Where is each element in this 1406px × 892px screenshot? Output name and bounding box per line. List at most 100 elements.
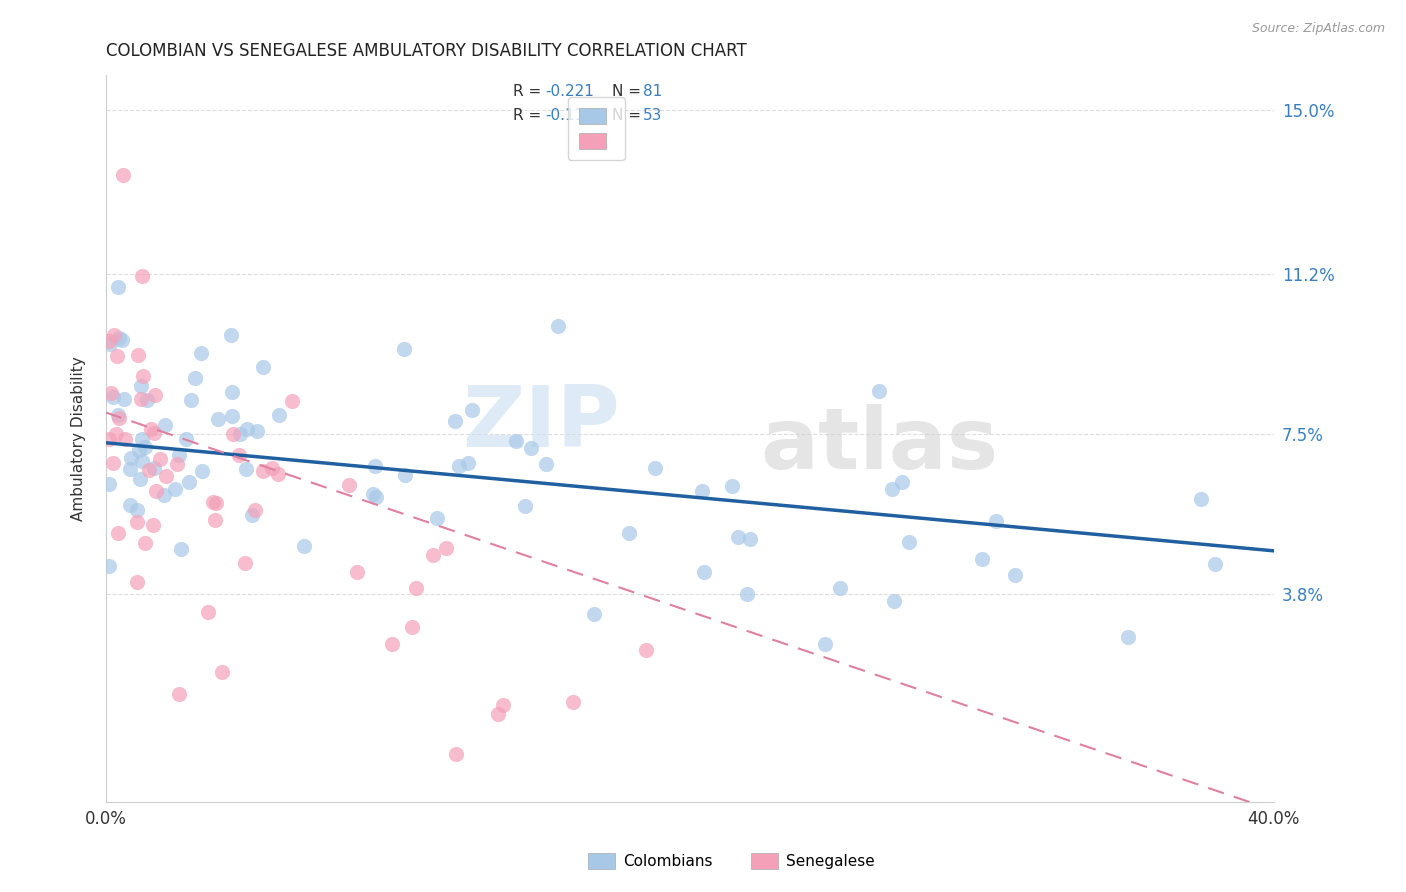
Point xyxy=(582,607,605,622)
Point xyxy=(105,349,128,363)
Point xyxy=(267,467,290,482)
Text: Source: ZipAtlas.com: Source: ZipAtlas.com xyxy=(1251,22,1385,36)
Point xyxy=(143,388,166,402)
Point xyxy=(112,392,135,406)
Point xyxy=(207,412,229,426)
Point xyxy=(190,345,212,359)
Point xyxy=(246,424,269,438)
Point xyxy=(721,479,744,493)
Point xyxy=(166,457,188,471)
Point xyxy=(131,432,153,446)
Point xyxy=(112,168,135,182)
Point xyxy=(107,408,129,422)
Point xyxy=(738,532,761,546)
Point xyxy=(727,530,749,544)
Point xyxy=(634,643,657,657)
Point xyxy=(422,548,444,562)
Point xyxy=(191,465,214,479)
Point xyxy=(444,414,467,428)
Point xyxy=(107,411,129,425)
Point xyxy=(155,418,177,433)
Point xyxy=(167,686,190,700)
Point xyxy=(434,541,457,556)
Point xyxy=(617,526,640,541)
Point xyxy=(107,280,129,294)
Point xyxy=(221,385,243,400)
Point xyxy=(1004,568,1026,582)
Point xyxy=(361,487,384,501)
Point xyxy=(98,559,121,574)
Point xyxy=(101,457,124,471)
Point xyxy=(830,581,852,595)
Y-axis label: Ambulatory Disability: Ambulatory Disability xyxy=(72,356,86,521)
Text: -0.221: -0.221 xyxy=(546,85,595,99)
Point xyxy=(644,461,666,475)
Point xyxy=(228,449,250,463)
Point xyxy=(869,384,891,398)
Point xyxy=(184,371,207,385)
Point xyxy=(138,463,160,477)
Point xyxy=(107,525,129,540)
Point xyxy=(222,427,245,442)
Point xyxy=(337,478,360,492)
Point xyxy=(814,637,837,651)
Point xyxy=(145,483,167,498)
Point xyxy=(1189,491,1212,506)
Point xyxy=(486,707,509,722)
Point xyxy=(180,392,202,407)
Point xyxy=(252,464,274,478)
Text: -0.116: -0.116 xyxy=(546,109,595,123)
Point xyxy=(114,432,136,446)
Point xyxy=(444,747,467,761)
Point xyxy=(197,605,219,619)
Point xyxy=(240,508,263,522)
Point xyxy=(235,462,257,476)
Point xyxy=(447,459,470,474)
Point xyxy=(176,432,198,446)
Point xyxy=(97,476,120,491)
Point xyxy=(127,575,149,590)
Point xyxy=(127,502,149,516)
Point xyxy=(129,392,152,406)
Point xyxy=(142,425,165,440)
Point xyxy=(492,698,515,712)
Point xyxy=(120,461,142,475)
Point xyxy=(970,551,993,566)
Legend: Colombians, Senegalese: Colombians, Senegalese xyxy=(582,847,880,875)
Point xyxy=(346,566,368,580)
Point xyxy=(139,422,162,436)
Point xyxy=(111,333,134,347)
Point xyxy=(204,513,226,527)
Point xyxy=(155,468,177,483)
Point xyxy=(292,539,315,553)
Point xyxy=(364,458,387,473)
Point xyxy=(366,490,388,504)
Point xyxy=(547,318,569,333)
Point xyxy=(128,442,150,457)
Point xyxy=(221,409,243,424)
Point xyxy=(131,269,153,284)
Point xyxy=(426,511,449,525)
Point xyxy=(561,695,583,709)
Point xyxy=(252,360,274,375)
Text: R =: R = xyxy=(513,85,547,99)
Point xyxy=(108,331,131,345)
Point xyxy=(536,457,558,471)
Point xyxy=(891,475,914,489)
Point xyxy=(219,328,242,343)
Text: R =: R = xyxy=(513,109,547,123)
Point xyxy=(281,394,304,409)
Point xyxy=(882,482,904,496)
Text: N =: N = xyxy=(612,109,645,123)
Point xyxy=(267,408,290,422)
Point xyxy=(118,498,141,512)
Point xyxy=(233,556,256,570)
Text: ZIP: ZIP xyxy=(461,383,620,466)
Point xyxy=(405,581,427,595)
Point xyxy=(690,484,713,499)
Point xyxy=(1116,630,1139,644)
Point xyxy=(236,422,259,436)
Point xyxy=(131,454,153,468)
Legend: , : , xyxy=(568,97,624,160)
Point xyxy=(394,343,416,357)
